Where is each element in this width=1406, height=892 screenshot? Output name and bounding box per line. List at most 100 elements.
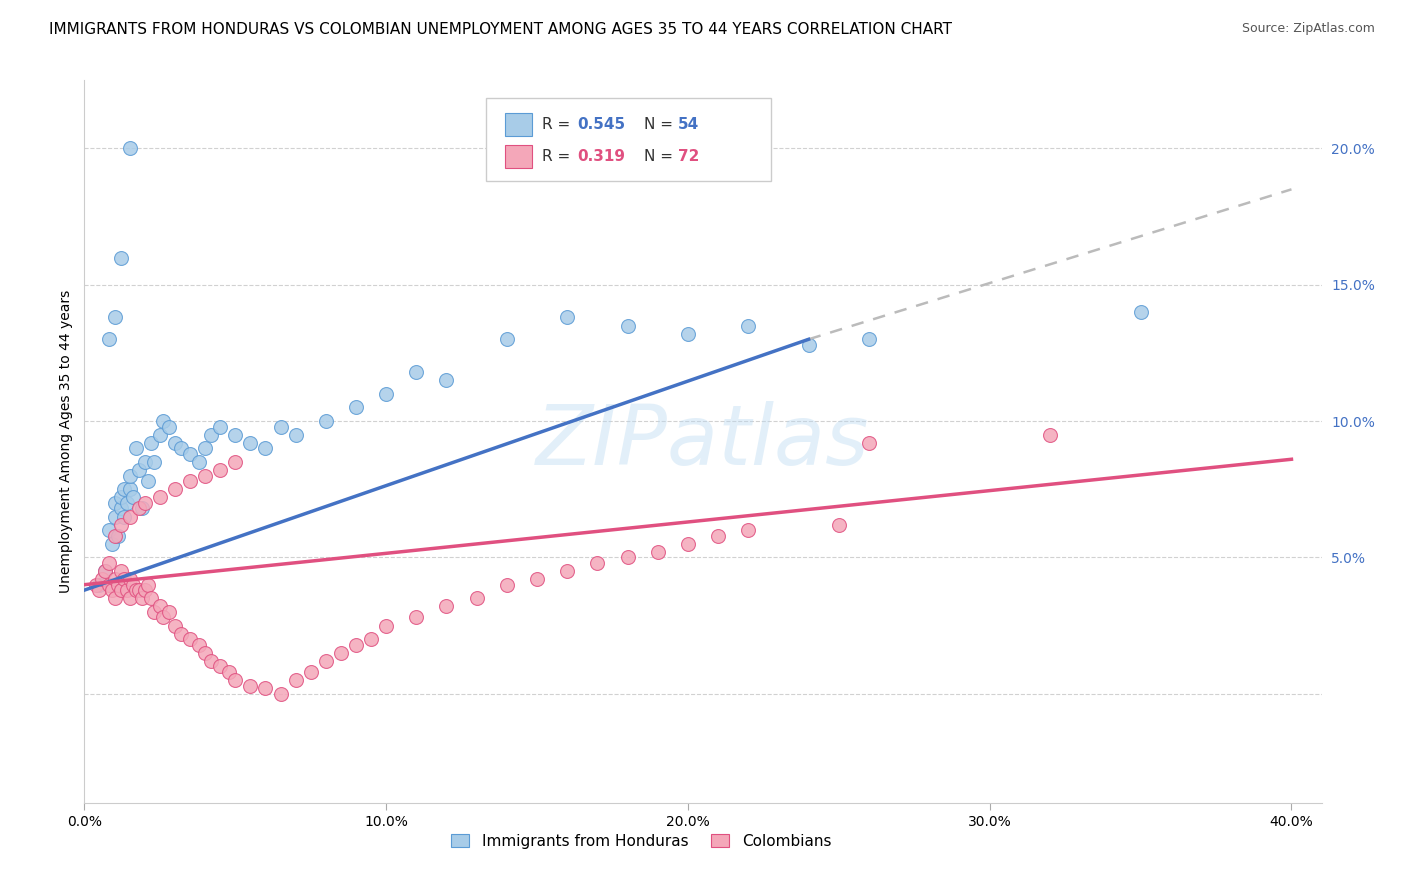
Point	[495, 577, 517, 591]
Point	[188, 638, 211, 652]
Point	[254, 442, 277, 456]
Point	[194, 468, 217, 483]
Point	[97, 332, 120, 346]
Point	[200, 427, 222, 442]
Point	[134, 455, 156, 469]
Point	[224, 455, 246, 469]
Point	[315, 654, 337, 668]
Point	[188, 455, 211, 469]
Point	[224, 673, 246, 687]
Text: R =: R =	[543, 117, 575, 132]
Point	[224, 427, 246, 442]
Point	[103, 509, 125, 524]
Point	[136, 577, 159, 591]
Point	[676, 537, 699, 551]
Point	[97, 577, 120, 591]
Point	[299, 665, 322, 679]
Point	[131, 501, 153, 516]
FancyBboxPatch shape	[486, 98, 770, 181]
Point	[128, 583, 150, 598]
Point	[495, 332, 517, 346]
Point	[103, 310, 125, 325]
Text: N =: N =	[644, 149, 678, 164]
Text: 54: 54	[678, 117, 700, 132]
Text: R =: R =	[543, 149, 575, 164]
Point	[254, 681, 277, 696]
Point	[115, 583, 138, 598]
Point	[218, 665, 240, 679]
Point	[89, 577, 111, 591]
Point	[139, 591, 162, 606]
Point	[270, 419, 292, 434]
Point	[91, 572, 114, 586]
Y-axis label: Unemployment Among Ages 35 to 44 years: Unemployment Among Ages 35 to 44 years	[59, 290, 73, 593]
Text: 0.319: 0.319	[576, 149, 624, 164]
Point	[616, 550, 638, 565]
Point	[858, 436, 880, 450]
Point	[647, 545, 669, 559]
Point	[110, 501, 132, 516]
Point	[315, 414, 337, 428]
Point	[157, 419, 180, 434]
Point	[329, 646, 352, 660]
Point	[103, 591, 125, 606]
Point	[118, 141, 141, 155]
Point	[100, 583, 122, 598]
Point	[436, 373, 458, 387]
Point	[149, 599, 172, 614]
Point	[737, 523, 759, 537]
Legend: Immigrants from Honduras, Colombians: Immigrants from Honduras, Colombians	[443, 826, 839, 856]
Point	[163, 436, 186, 450]
Point	[526, 572, 548, 586]
Point	[555, 310, 578, 325]
Point	[124, 442, 146, 456]
Point	[209, 659, 232, 673]
Point	[344, 401, 367, 415]
Point	[103, 496, 125, 510]
Point	[110, 517, 132, 532]
Point	[112, 509, 135, 524]
Point	[858, 332, 880, 346]
FancyBboxPatch shape	[505, 113, 533, 136]
Point	[103, 572, 125, 586]
Point	[209, 419, 232, 434]
Point	[97, 523, 120, 537]
Point	[375, 618, 398, 632]
Point	[112, 482, 135, 496]
Point	[139, 436, 162, 450]
Point	[586, 556, 609, 570]
Point	[200, 654, 222, 668]
Point	[97, 556, 120, 570]
Point	[284, 673, 307, 687]
Point	[86, 577, 108, 591]
Point	[1039, 427, 1062, 442]
Text: ZIPatlas: ZIPatlas	[536, 401, 870, 482]
Point	[170, 442, 193, 456]
Text: N =: N =	[644, 117, 678, 132]
Point	[284, 427, 307, 442]
Point	[136, 474, 159, 488]
Point	[118, 572, 141, 586]
Point	[737, 318, 759, 333]
Point	[405, 610, 427, 624]
Text: IMMIGRANTS FROM HONDURAS VS COLOMBIAN UNEMPLOYMENT AMONG AGES 35 TO 44 YEARS COR: IMMIGRANTS FROM HONDURAS VS COLOMBIAN UN…	[49, 22, 952, 37]
Point	[94, 564, 117, 578]
Point	[170, 626, 193, 640]
Text: 0.545: 0.545	[576, 117, 624, 132]
Point	[465, 591, 488, 606]
Point	[157, 605, 180, 619]
Point	[149, 427, 172, 442]
Point	[797, 337, 820, 351]
Point	[555, 564, 578, 578]
Point	[94, 564, 117, 578]
Point	[118, 482, 141, 496]
Point	[194, 442, 217, 456]
Point	[103, 528, 125, 542]
Point	[128, 463, 150, 477]
Point	[179, 474, 201, 488]
Point	[828, 517, 851, 532]
Point	[110, 491, 132, 505]
Text: Source: ZipAtlas.com: Source: ZipAtlas.com	[1241, 22, 1375, 36]
Point	[142, 455, 165, 469]
FancyBboxPatch shape	[505, 145, 533, 168]
